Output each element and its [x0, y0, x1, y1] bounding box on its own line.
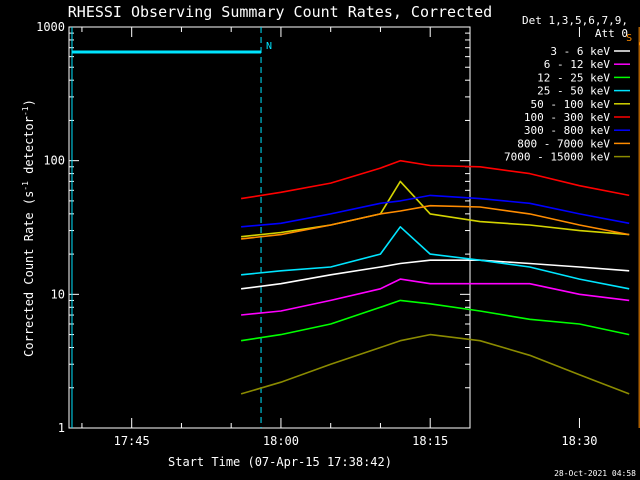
- legend-label: 800 - 7000 keV: [517, 137, 610, 150]
- series-line: [240, 299, 630, 342]
- series-line: [240, 159, 630, 200]
- observing-mode-lines: [71, 27, 640, 428]
- legend-label: 100 - 300 keV: [524, 111, 610, 124]
- x-tick-label: 18:00: [263, 434, 299, 448]
- legend-header-1: Det 1,3,5,6,7,9,: [522, 14, 628, 27]
- series-line: [240, 333, 630, 395]
- y-tick-label: 10: [51, 287, 65, 301]
- y-axis: 1 10 100 1000: [36, 20, 470, 435]
- y-tick-label: 1: [58, 421, 65, 435]
- series-line: [240, 259, 630, 290]
- legend-label: 50 - 100 keV: [531, 98, 611, 111]
- series-line: [241, 278, 630, 316]
- plot-frame: [68, 26, 471, 429]
- legend-label: 300 - 800 keV: [524, 124, 610, 137]
- legend-label: 25 - 50 keV: [537, 85, 610, 98]
- x-tick-label: 18:15: [412, 434, 448, 448]
- series-line: [241, 204, 630, 240]
- legend-header-2: Att 0: [595, 27, 628, 40]
- y-tick-label: 1000: [36, 20, 65, 34]
- x-axis-label: Start Time (07-Apr-15 17:38:42): [168, 455, 392, 469]
- legend-label: 3 - 6 keV: [550, 45, 610, 58]
- y-axis-label: Corrected Count Rate (s-1 detector-1): [21, 99, 36, 357]
- legend-label: 12 - 25 keV: [537, 71, 610, 84]
- chart-title: RHESSI Observing Summary Count Rates, Co…: [68, 3, 492, 21]
- series-lines: [240, 159, 630, 395]
- timestamp: 28-Oct-2021 04:58: [554, 469, 636, 478]
- flag-label: N: [266, 41, 272, 52]
- legend-label: 6 - 12 keV: [544, 58, 611, 71]
- legend-label: 7000 - 15000 keV: [504, 151, 610, 164]
- x-tick-label: 18:30: [561, 434, 597, 448]
- series-line: [241, 226, 630, 290]
- flag-label: S: [626, 33, 632, 44]
- series-line: [241, 194, 630, 228]
- y-tick-label: 100: [43, 154, 65, 168]
- x-tick-label: 17:45: [114, 434, 150, 448]
- observing-flags: NS: [71, 33, 640, 54]
